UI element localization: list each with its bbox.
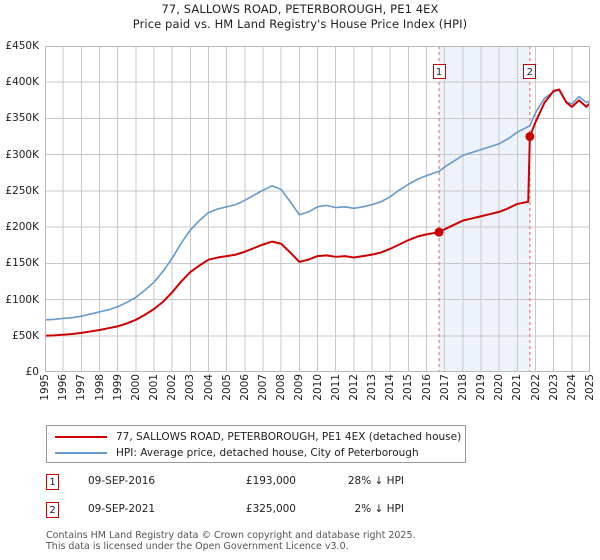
- y-tick-£50K: £50K: [12, 329, 39, 342]
- x-tick-1998: 1998: [93, 374, 106, 401]
- x-tick-2014: 2014: [384, 374, 397, 401]
- x-tick-2024: 2024: [565, 374, 578, 401]
- transaction-badge-2: 2: [46, 502, 59, 518]
- x-tick-2003: 2003: [184, 374, 197, 401]
- transaction-price-1: £193,000: [245, 475, 296, 487]
- plot-marker-1: 1: [432, 64, 446, 79]
- y-tick-£450K: £450K: [5, 40, 39, 52]
- legend-label-hpi: HPI: Average price, detached house, City…: [116, 447, 419, 459]
- footer-attribution: Contains HM Land Registry data © Crown c…: [46, 530, 586, 552]
- x-tick-1999: 1999: [111, 374, 124, 401]
- legend-item-hpi: HPI: Average price, detached house, City…: [55, 445, 419, 461]
- legend-item-price-paid: 77, SALLOWS ROAD, PETERBOROUGH, PE1 4EX …: [55, 429, 461, 445]
- x-tick-2008: 2008: [275, 374, 288, 401]
- x-tick-1996: 1996: [57, 374, 70, 401]
- transaction-hpi-delta-2: 2% ↓ HPI: [354, 503, 404, 515]
- x-tick-2016: 2016: [420, 374, 433, 401]
- x-tick-2000: 2000: [129, 374, 142, 401]
- plot-marker-2: 2: [523, 64, 537, 79]
- x-tick-2010: 2010: [311, 374, 324, 401]
- x-tick-2005: 2005: [220, 374, 233, 401]
- x-tick-2018: 2018: [456, 374, 469, 401]
- y-tick-£400K: £400K: [5, 76, 39, 89]
- y-tick-£0: £0: [25, 366, 39, 378]
- x-axis-labels: 1995 1996 1997 1998 1999 2000 2001 2002 2003 2004…: [39, 374, 596, 414]
- x-tick-1995: 1995: [39, 374, 51, 401]
- transaction-date-2: 09-SEP-2021: [88, 503, 156, 515]
- y-tick-£250K: £250K: [5, 184, 39, 197]
- y-tick-£300K: £300K: [5, 148, 39, 161]
- title-line-1: 77, SALLOWS ROAD, PETERBOROUGH, PE1 4EX: [161, 2, 439, 16]
- x-tick-2021: 2021: [511, 374, 524, 401]
- x-tick-2004: 2004: [202, 374, 215, 401]
- transaction-price-2: £325,000: [245, 503, 296, 515]
- y-axis-labels: £0 £50K £100K £150K £200K £250K £300K £350K £400…: [0, 40, 43, 378]
- legend-swatch-price-paid: [55, 436, 107, 438]
- y-tick-£150K: £150K: [5, 257, 39, 270]
- y-tick-£100K: £100K: [5, 293, 39, 306]
- transaction-row[interactable]: 2 09-SEP-2021 £325,000 2% ↓ HPI: [46, 501, 516, 521]
- transaction-date-1: 09-SEP-2016: [88, 475, 156, 487]
- x-tick-1997: 1997: [75, 374, 88, 401]
- x-tick-2020: 2020: [493, 374, 506, 401]
- x-tick-2013: 2013: [366, 374, 378, 401]
- x-tick-2011: 2011: [329, 374, 342, 401]
- transaction-badge-1: 1: [46, 474, 59, 490]
- transaction-hpi-delta-1: 28% ↓ HPI: [347, 475, 404, 487]
- x-tick-2009: 2009: [293, 374, 306, 401]
- x-tick-2001: 2001: [148, 374, 160, 401]
- footer-line-2: This data is licensed under the Open Gov…: [46, 541, 349, 552]
- y-tick-£350K: £350K: [5, 112, 39, 125]
- transaction-row[interactable]: 1 09-SEP-2016 £193,000 28% ↓ HPI: [46, 473, 516, 493]
- legend-swatch-hpi: [55, 452, 107, 454]
- x-tick-2022: 2022: [529, 374, 542, 401]
- chart-canvas: [45, 46, 590, 372]
- legend-label-price-paid: 77, SALLOWS ROAD, PETERBOROUGH, PE1 4EX …: [116, 431, 462, 443]
- chart-legend: 77, SALLOWS ROAD, PETERBOROUGH, PE1 4EX …: [46, 425, 466, 463]
- x-tick-2012: 2012: [347, 374, 360, 401]
- x-tick-2006: 2006: [238, 374, 251, 401]
- x-tick-2015: 2015: [402, 374, 415, 401]
- footer-line-1: Contains HM Land Registry data © Crown c…: [46, 530, 416, 541]
- x-tick-2019: 2019: [475, 374, 487, 401]
- x-tick-2017: 2017: [438, 374, 451, 401]
- page-title: 77, SALLOWS ROAD, PETERBOROUGH, PE1 4EX …: [0, 2, 600, 32]
- x-tick-2023: 2023: [547, 374, 560, 401]
- y-tick-£200K: £200K: [5, 221, 39, 234]
- x-tick-2007: 2007: [257, 374, 269, 401]
- x-tick-2025: 2025: [584, 374, 596, 401]
- x-tick-2002: 2002: [166, 374, 179, 401]
- title-line-2: Price paid vs. HM Land Registry's House …: [132, 17, 468, 31]
